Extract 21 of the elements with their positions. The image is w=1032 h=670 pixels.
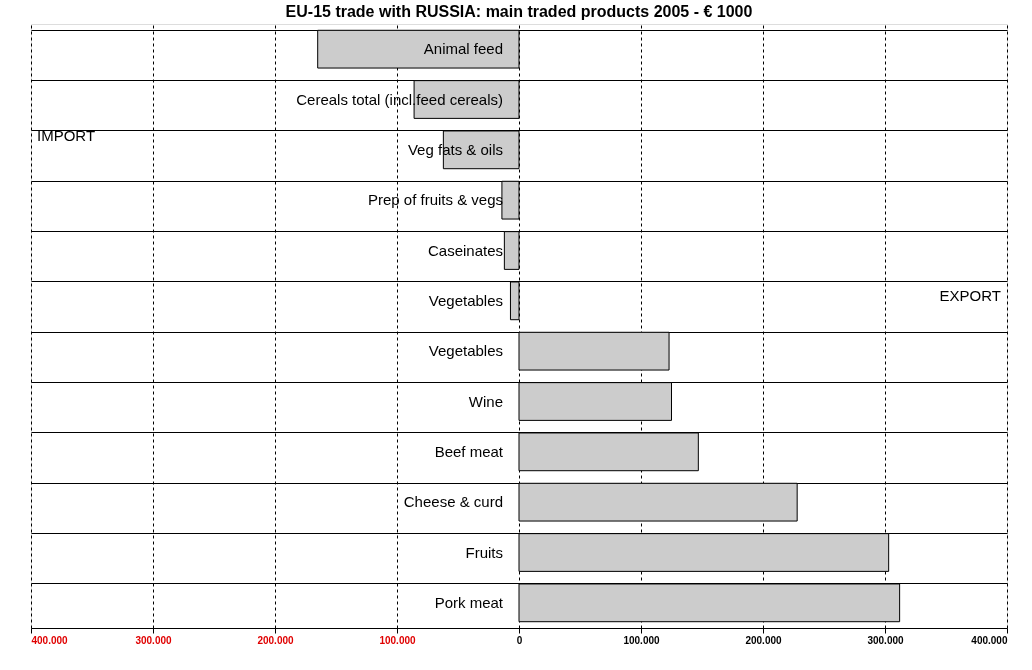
y-tick-label: Caseinates	[427, 241, 503, 259]
y-tick-label: Animal feed	[423, 40, 503, 58]
y-tick-label: Pork meat	[434, 593, 504, 611]
y-tick-label: Vegetables	[428, 342, 503, 360]
annotation: EXPORT	[939, 287, 1001, 304]
y-tick-label: Wine	[468, 392, 503, 410]
y-tick-label: Fruits	[465, 543, 503, 561]
chart-title: EU-15 trade with RUSSIA: main traded products 2005 - € 1000	[285, 3, 753, 20]
x-tick-label: 100.000	[623, 634, 661, 646]
x-tick-label: 200.000	[745, 634, 783, 646]
x-tick-label: 300.000	[867, 634, 905, 646]
x-tick-label: 300.000	[135, 634, 173, 646]
x-tick-label: 400.000	[971, 634, 1008, 646]
annotation: IMPORT	[37, 127, 96, 144]
y-tick-label: Vegetables	[428, 291, 503, 309]
y-tick-label: Beef meat	[434, 442, 504, 460]
x-tick-label: 200.000	[257, 634, 295, 646]
x-tick-label: 400.000	[31, 634, 69, 646]
x-tick-label: 0	[516, 634, 523, 646]
y-tick-label: Cheese & curd	[403, 493, 503, 511]
x-tick-label: 100.000	[379, 634, 417, 646]
